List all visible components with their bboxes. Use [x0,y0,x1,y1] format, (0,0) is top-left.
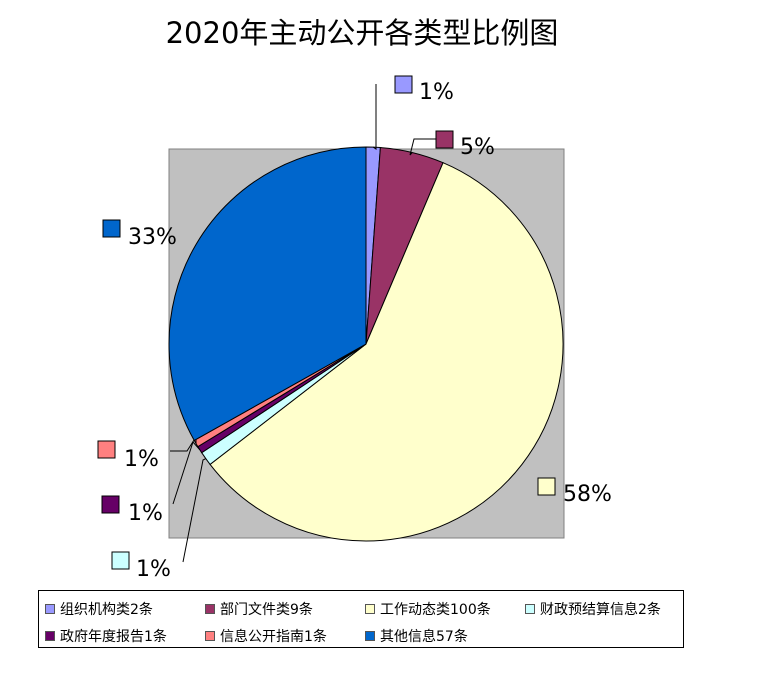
percent-label: 58% [563,482,612,507]
legend: 组织机构类2条 部门文件类9条 工作动态类100条 财政预结算信息2条政府年度报告1条… [38,590,684,648]
legend-label: 信息公开指南1条 [220,629,327,645]
percent-label: 5% [460,135,495,160]
label-swatch [537,477,556,496]
label-swatch [102,219,121,238]
legend-swatch [205,604,215,614]
label-swatch [435,130,454,149]
legend-swatch [45,631,55,641]
legend-swatch [525,604,535,614]
legend-label: 工作动态类100条 [380,602,491,618]
legend-swatch [365,631,375,641]
pie-slice [168,146,367,442]
legend-item: 其他信息57条 [365,626,468,646]
label-swatch [97,440,116,459]
legend-item: 政府年度报告1条 [45,626,167,646]
percent-label: 1% [419,80,454,105]
percent-label: 1% [124,447,159,472]
legend-item: 部门文件类9条 [205,599,313,619]
legend-item: 组织机构类2条 [45,599,153,619]
legend-label: 财政预结算信息2条 [540,602,661,618]
legend-item: 财政预结算信息2条 [525,599,661,619]
leader-line [182,458,207,563]
legend-label: 其他信息57条 [380,629,468,645]
pie-slice [209,162,564,542]
leader-line [170,435,197,452]
legend-label: 组织机构类2条 [60,602,153,618]
legend-label: 政府年度报告1条 [60,629,167,645]
leader-line [372,84,377,150]
percent-label: 33% [128,225,177,250]
legend-swatch [45,604,55,614]
legend-item: 信息公开指南1条 [205,626,327,646]
legend-item: 工作动态类100条 [365,599,491,619]
leader-line [409,138,436,156]
legend-swatch [205,631,215,641]
label-swatch [111,551,130,570]
chart-title: 2020年主动公开各类型比例图 [165,16,559,50]
legend-swatch [365,604,375,614]
label-swatch [101,495,120,514]
percent-label: 1% [128,501,163,526]
label-swatch [394,75,413,94]
percent-label: 1% [136,557,171,582]
legend-label: 部门文件类9条 [220,602,313,618]
